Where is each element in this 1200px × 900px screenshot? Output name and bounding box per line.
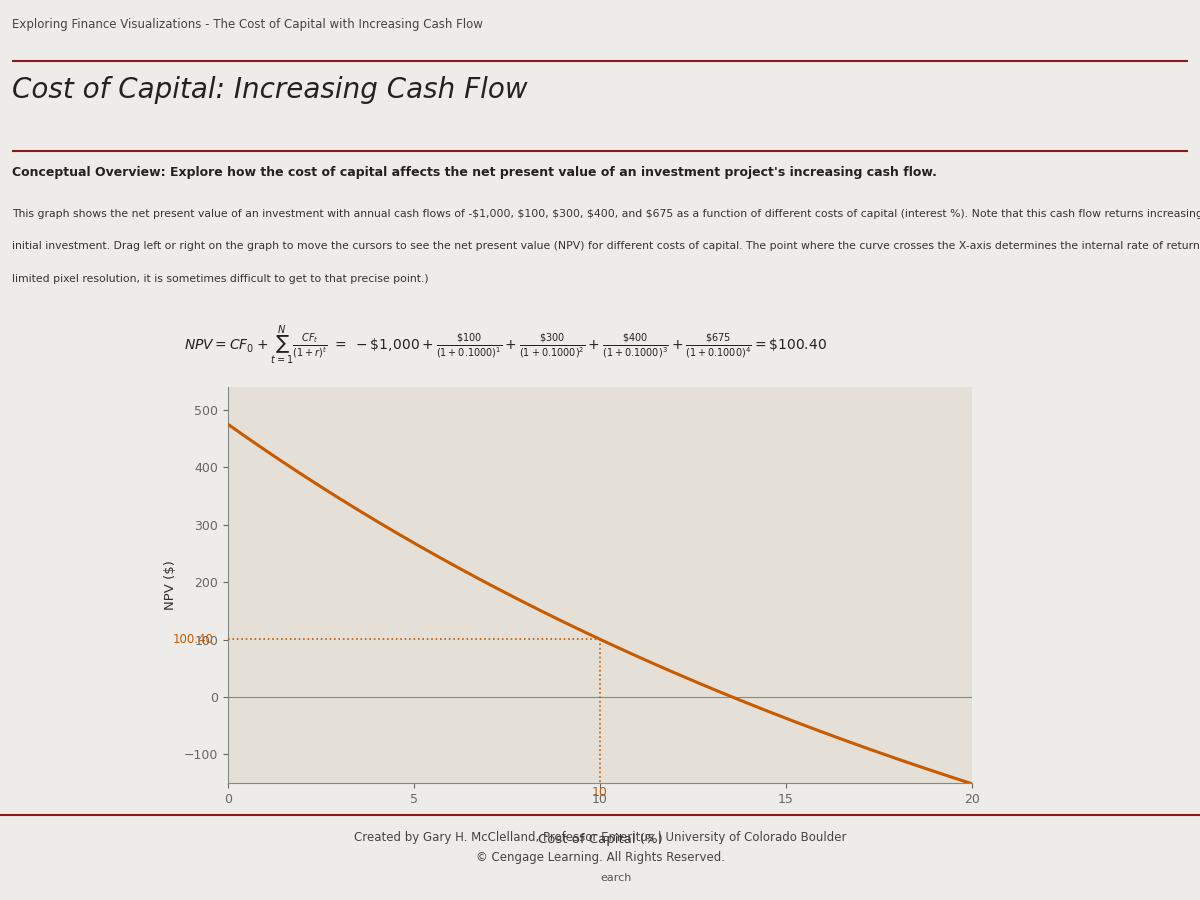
Text: $NPV = CF_0 + \sum_{t=1}^{N} \frac{CF_t}{(1+r)^t}$$\ =\ -\$1,\!000 + \frac{\$100: $NPV = CF_0 + \sum_{t=1}^{N} \frac{CF_t}… bbox=[185, 324, 827, 367]
Text: initial investment. Drag left or right on the graph to move the cursors to see t: initial investment. Drag left or right o… bbox=[12, 241, 1200, 251]
Text: © Cengage Learning. All Rights Reserved.: © Cengage Learning. All Rights Reserved. bbox=[475, 851, 725, 864]
X-axis label: Cost of Capital (%): Cost of Capital (%) bbox=[538, 833, 662, 847]
Text: 100.40: 100.40 bbox=[173, 633, 214, 646]
Text: Created by Gary H. McClelland, Professor Emeritus | University of Colorado Bould: Created by Gary H. McClelland, Professor… bbox=[354, 832, 846, 844]
Text: limited pixel resolution, it is sometimes difficult to get to that precise point: limited pixel resolution, it is sometime… bbox=[12, 274, 428, 284]
Text: earch: earch bbox=[600, 873, 631, 884]
Y-axis label: NPV ($): NPV ($) bbox=[164, 560, 176, 610]
Text: This graph shows the net present value of an investment with annual cash flows o: This graph shows the net present value o… bbox=[12, 209, 1200, 219]
Text: 10: 10 bbox=[592, 786, 608, 799]
Text: Cost of Capital: Increasing Cash Flow: Cost of Capital: Increasing Cash Flow bbox=[12, 76, 528, 104]
Text: Exploring Finance Visualizations - The Cost of Capital with Increasing Cash Flow: Exploring Finance Visualizations - The C… bbox=[12, 18, 482, 31]
Text: Conceptual Overview: Explore how the cost of capital affects the net present val: Conceptual Overview: Explore how the cos… bbox=[12, 166, 937, 178]
